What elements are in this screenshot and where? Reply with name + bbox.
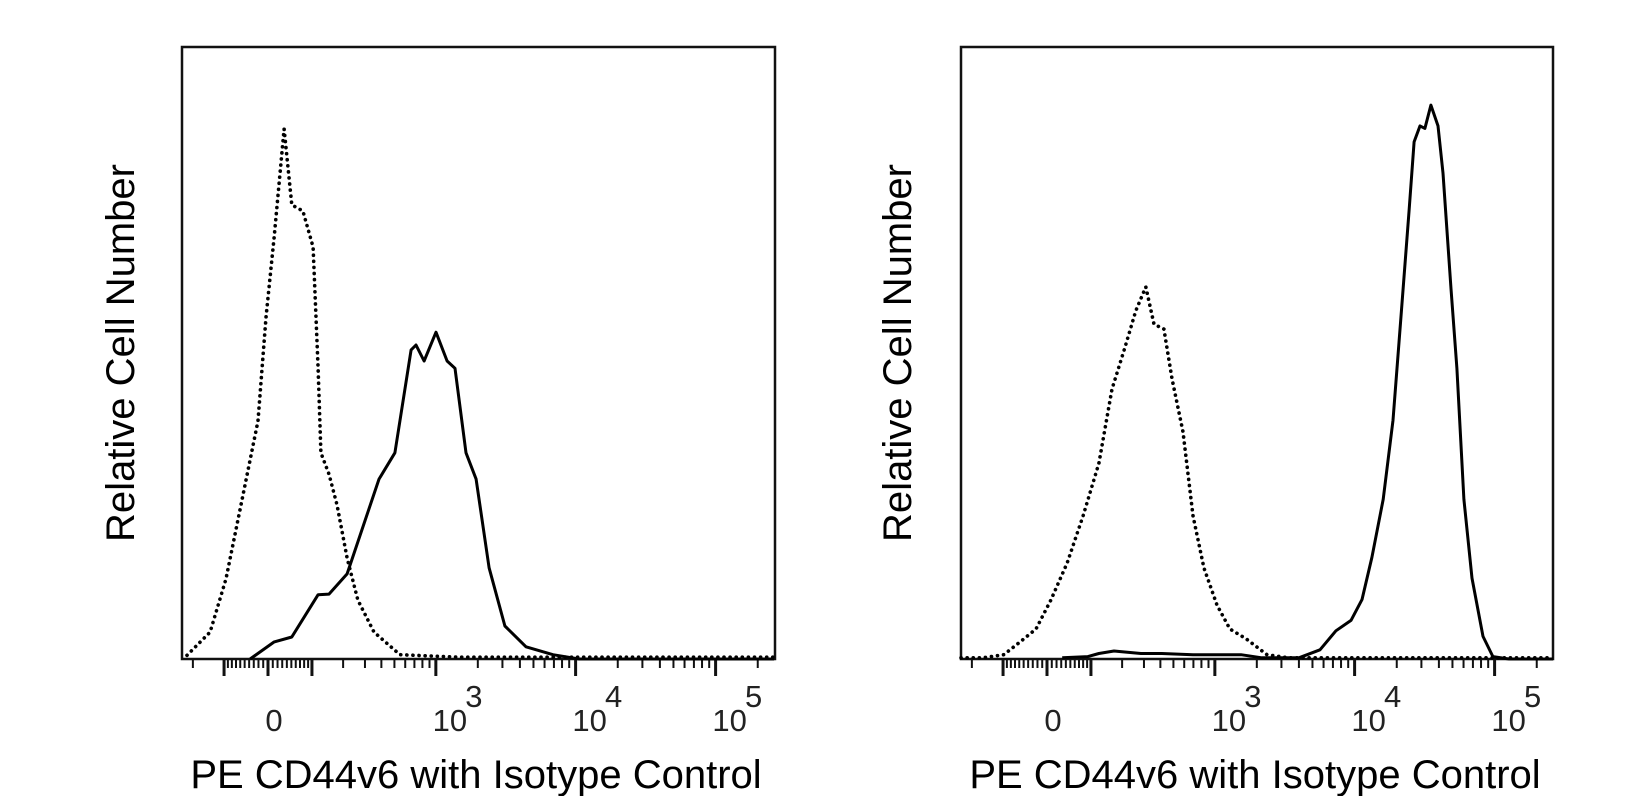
plot-frame bbox=[180, 45, 777, 661]
x-tick-label: 10 bbox=[433, 703, 467, 738]
x-tick-label-exponent: 4 bbox=[605, 679, 622, 714]
x-tick-label: 10 bbox=[712, 703, 746, 738]
y-axis-label: Relative Cell Number bbox=[99, 164, 143, 542]
x-tick-label: 10 bbox=[572, 703, 606, 738]
x-tick-label: 0 bbox=[265, 703, 282, 738]
histogram-panel-left: Relative Cell Number PE CD44v6 with Isot… bbox=[99, 45, 777, 796]
plot-frame bbox=[959, 45, 1555, 661]
x-tick-label: 10 bbox=[1351, 703, 1385, 738]
x-tick-label-exponent: 5 bbox=[1524, 679, 1541, 714]
x-tick-label-exponent: 3 bbox=[465, 679, 482, 714]
y-axis-label: Relative Cell Number bbox=[876, 164, 920, 542]
isotype-control-histogram bbox=[185, 127, 776, 659]
isotype-control-histogram bbox=[959, 285, 1555, 660]
x-tick-label-exponent: 4 bbox=[1384, 679, 1401, 714]
x-tick-label: 0 bbox=[1044, 703, 1061, 738]
cd44v6-histogram bbox=[249, 330, 775, 661]
x-axis-label: PE CD44v6 with Isotype Control bbox=[969, 753, 1540, 796]
histogram-panel-right: Relative Cell Number PE CD44v6 with Isot… bbox=[876, 45, 1555, 796]
cd44v6-histogram bbox=[1062, 103, 1553, 661]
x-axis-label: PE CD44v6 with Isotype Control bbox=[190, 753, 761, 796]
x-tick-label-exponent: 5 bbox=[745, 679, 762, 714]
x-tick-label-exponent: 3 bbox=[1244, 679, 1261, 714]
x-tick-label: 10 bbox=[1491, 703, 1525, 738]
x-tick-label: 10 bbox=[1212, 703, 1246, 738]
